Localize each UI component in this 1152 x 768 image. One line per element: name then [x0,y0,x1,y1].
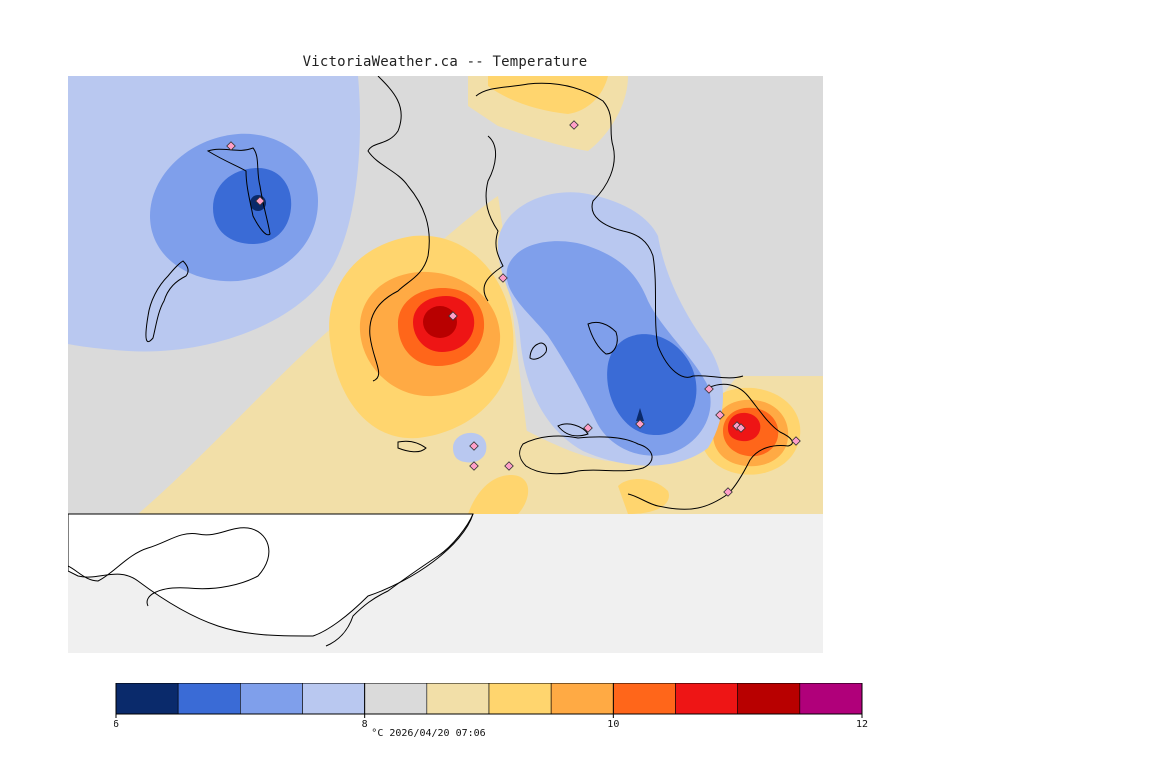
station-marker [723,487,733,497]
legend-bin [240,683,303,715]
color-legend: 6 8 10 12 [114,683,868,730]
station-marker [255,196,265,206]
station-marker [583,423,593,433]
station-marker [635,419,645,429]
weather-stations[interactable] [226,120,801,497]
temperature-field [68,76,823,514]
band-lightblue-spot [453,432,487,463]
legend-caption: °C 2026/04/20 07:06 [371,728,486,739]
land-olympic-peninsula [68,513,474,637]
station-marker [498,273,508,283]
legend-tick-label: 12 [856,719,868,730]
legend-tick-label: 10 [607,719,619,730]
legend-tick-label: 8 [362,719,368,730]
legend-bin [613,683,676,715]
legend-bins [115,683,863,715]
legend-bin [364,683,428,715]
station-marker [704,384,714,394]
band-navy-east [636,408,644,421]
legend-bin [426,683,490,715]
legend-bin [115,683,179,715]
coast-olympic [68,527,270,607]
station-marker [469,441,479,451]
band-darkred-mid [423,306,457,338]
legend-tick-label: 6 [114,719,119,730]
station-marker [504,461,514,471]
legend-bin [675,683,738,715]
legend-bin [550,683,614,715]
station-marker [736,423,746,433]
station-marker [791,436,801,446]
legend-bin [488,683,552,715]
legend-bin [177,683,241,715]
station-marker [226,141,236,151]
legend-bin [737,683,801,715]
station-marker [448,311,458,321]
temperature-map[interactable] [68,76,823,653]
band-yellow-south [468,475,529,514]
band-deepblue-east [607,334,697,436]
coastlines [145,76,793,647]
station-marker [715,410,725,420]
legend-bin [799,683,863,715]
station-marker [569,120,579,130]
legend-bin [302,683,365,715]
station-marker [469,461,479,471]
legend-ticks: 6 8 10 12 [114,683,868,730]
map-title: VictoriaWeather.ca -- Temperature [302,54,588,70]
